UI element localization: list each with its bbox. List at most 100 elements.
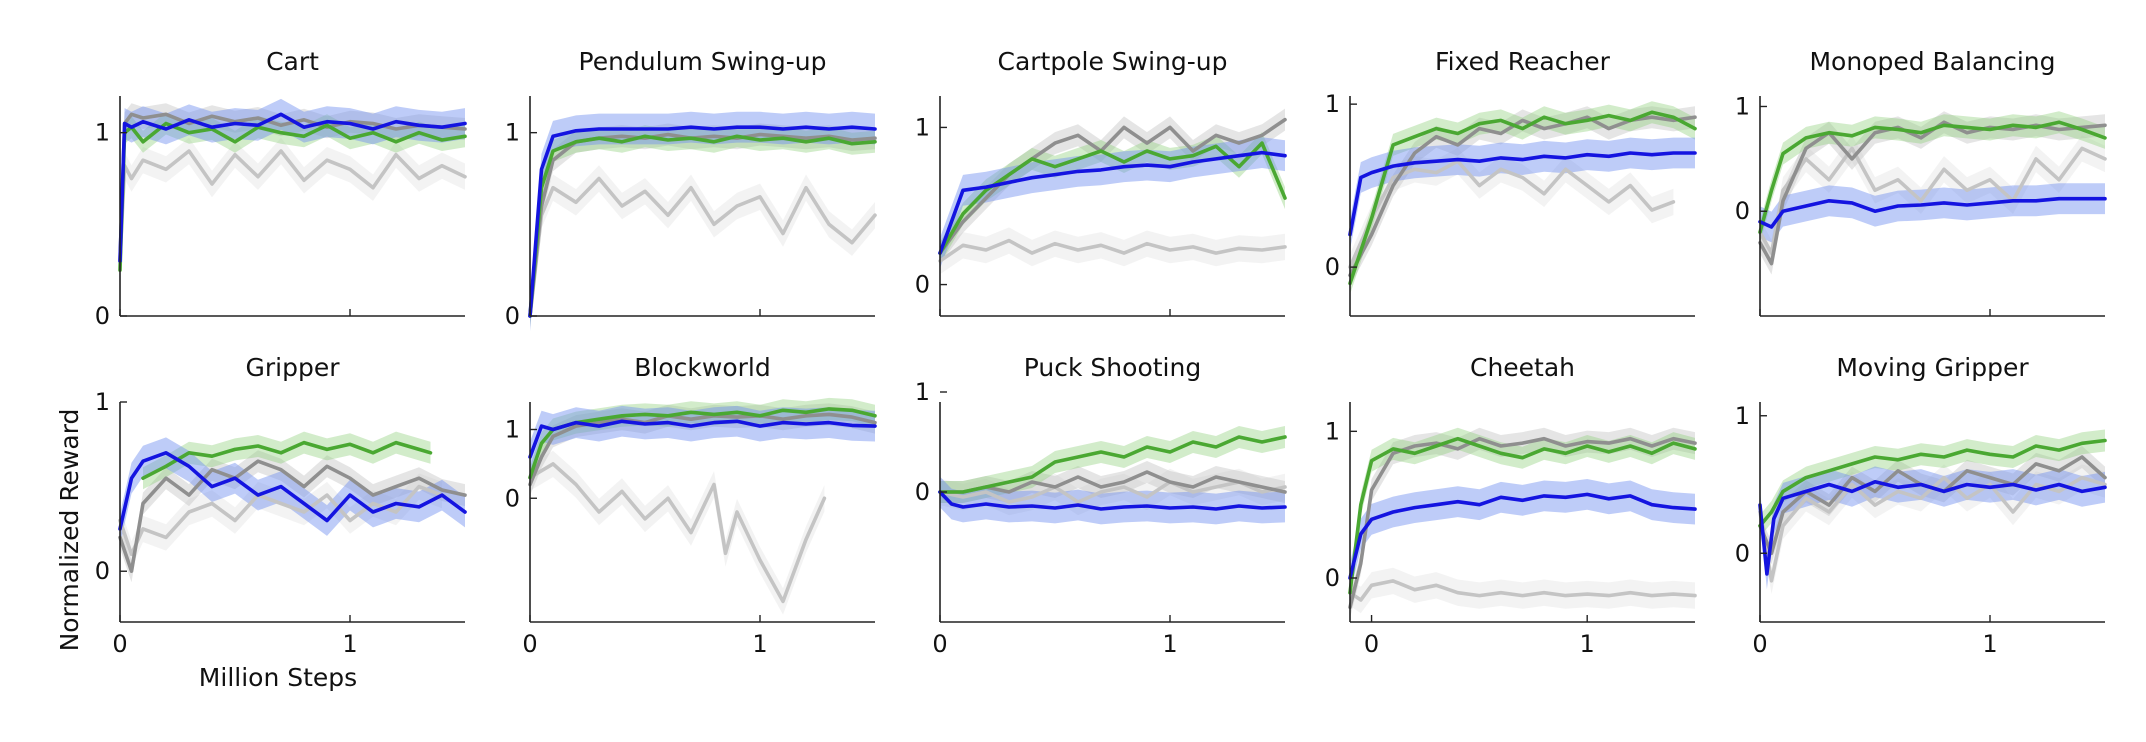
series-band-a xyxy=(940,476,1285,525)
y-tick-label: 1 xyxy=(95,119,110,147)
series-line-c xyxy=(528,412,877,487)
y-tick-label: 1 xyxy=(915,113,930,141)
series-line-b xyxy=(528,134,877,318)
panel-title: Cart xyxy=(266,47,319,76)
series-line-b xyxy=(1758,438,2107,528)
series-line-a xyxy=(1348,492,1697,580)
x-tick-label: 1 xyxy=(1982,630,1997,658)
series-band-d xyxy=(1350,148,1674,281)
panel-title: Monoped Balancing xyxy=(1809,47,2055,76)
series-band-d xyxy=(530,165,875,330)
panel-title: Fixed Reacher xyxy=(1435,47,1611,76)
y-tick-label: 1 xyxy=(505,119,520,147)
series-line-a xyxy=(528,125,877,318)
y-tick-label: 0 xyxy=(95,302,110,330)
series-band-a xyxy=(1350,479,1695,594)
panel-title: Cheetah xyxy=(1470,353,1575,382)
panel-4: Monoped Balancing 0 1 xyxy=(1735,47,2107,317)
series-band-c xyxy=(1760,446,2105,565)
series-band-c xyxy=(530,123,875,327)
series-line-a xyxy=(1758,479,2107,576)
panel-title: Pendulum Swing-up xyxy=(579,47,827,76)
series-band-b xyxy=(1760,111,2105,244)
series-line-a xyxy=(938,490,1287,511)
panel-3: Fixed Reacher 0 1 xyxy=(1325,47,1697,317)
series-band-c xyxy=(120,103,465,272)
series-band-b xyxy=(940,132,1285,265)
series-line-b xyxy=(938,435,1287,494)
series-line-b xyxy=(1758,120,2107,234)
panel-0: Cart 0 1 xyxy=(95,47,467,330)
panel-title: Moving Gripper xyxy=(1836,353,2029,382)
series-band-d xyxy=(120,473,442,568)
x-tick-label: 0 xyxy=(112,630,127,658)
series-band-d xyxy=(1350,567,1695,614)
series-band-b xyxy=(1350,427,1695,604)
panel-5: Gripper 0 1 0 1 xyxy=(95,353,467,658)
y-axis-label: Normalized Reward xyxy=(55,409,84,652)
series-band-b xyxy=(120,112,465,282)
series-line-a xyxy=(118,112,467,263)
y-tick-label: 1 xyxy=(1735,92,1750,120)
panel-6: Blockworld 0 1 0 1 xyxy=(505,353,877,658)
y-tick-label: 0 xyxy=(1325,253,1340,281)
series-line-b xyxy=(141,440,433,481)
series-band-d xyxy=(940,468,1285,516)
series-band-a xyxy=(1760,466,2105,590)
series-line-b xyxy=(1348,436,1697,595)
panels: Cart 0 1 Pendulum Swing-up 0 1 Cartpole Swing-… xyxy=(95,47,2107,658)
series-band-c xyxy=(1350,427,1695,619)
y-tick-label: 1 xyxy=(1325,417,1340,445)
panel-8: Cheetah 0 1 0 1 xyxy=(1325,353,1697,658)
y-tick-label: 0 xyxy=(505,484,520,512)
series-band-b xyxy=(1350,101,1695,295)
series-line-b xyxy=(118,121,467,273)
y-tick-label: 1 xyxy=(1325,90,1340,118)
series-band-d xyxy=(1760,135,2105,267)
panel-title: Gripper xyxy=(246,353,341,382)
series-line-d xyxy=(118,149,467,263)
series-line-d xyxy=(528,462,827,604)
series-line-c xyxy=(938,470,1287,494)
series-line-c xyxy=(118,459,467,574)
y-tick-label: 0 xyxy=(915,478,930,506)
panel-title: Blockworld xyxy=(634,353,770,382)
panel-7: Puck Shooting 0 1 0 1 xyxy=(915,353,1287,658)
x-tick-label: 1 xyxy=(1580,630,1595,658)
x-tick-label: 0 xyxy=(1752,630,1767,658)
series-line-a xyxy=(118,450,467,531)
x-tick-label: 1 xyxy=(342,630,357,658)
y-tick-label: 1 xyxy=(915,378,930,406)
series-band-c xyxy=(1350,106,1695,287)
panel-9: Moving Gripper 0 1 0 1 xyxy=(1735,353,2107,658)
y-tick-label: 0 xyxy=(915,271,930,299)
y-tick-label: 0 xyxy=(95,557,110,585)
series-line-a xyxy=(1758,196,2107,229)
series-band-d xyxy=(120,137,465,275)
y-tick-label: 0 xyxy=(1735,539,1750,567)
series-line-a xyxy=(938,150,1287,255)
series-line-d xyxy=(1348,579,1697,602)
y-tick-label: 0 xyxy=(1735,197,1750,225)
series-line-b xyxy=(1348,110,1697,286)
series-band-b xyxy=(1760,429,2105,537)
x-tick-label: 0 xyxy=(522,630,537,658)
series-line-d xyxy=(1348,159,1676,269)
series-band-a xyxy=(1760,183,2105,243)
y-tick-label: 1 xyxy=(95,388,110,416)
panel-title: Cartpole Swing-up xyxy=(997,47,1227,76)
x-tick-label: 1 xyxy=(752,630,767,658)
series-line-d xyxy=(938,480,1287,504)
series-line-c xyxy=(1348,436,1697,610)
y-tick-label: 1 xyxy=(505,416,520,444)
series-band-a xyxy=(940,137,1285,269)
series-line-d xyxy=(938,238,1287,263)
x-axis-label: Million Steps xyxy=(199,663,357,692)
y-tick-label: 0 xyxy=(505,302,520,330)
x-tick-label: 1 xyxy=(1162,630,1177,658)
series-line-a xyxy=(1348,151,1697,237)
series-line-d xyxy=(528,176,877,318)
series-line-a xyxy=(528,419,877,459)
series-band-d xyxy=(530,450,825,615)
